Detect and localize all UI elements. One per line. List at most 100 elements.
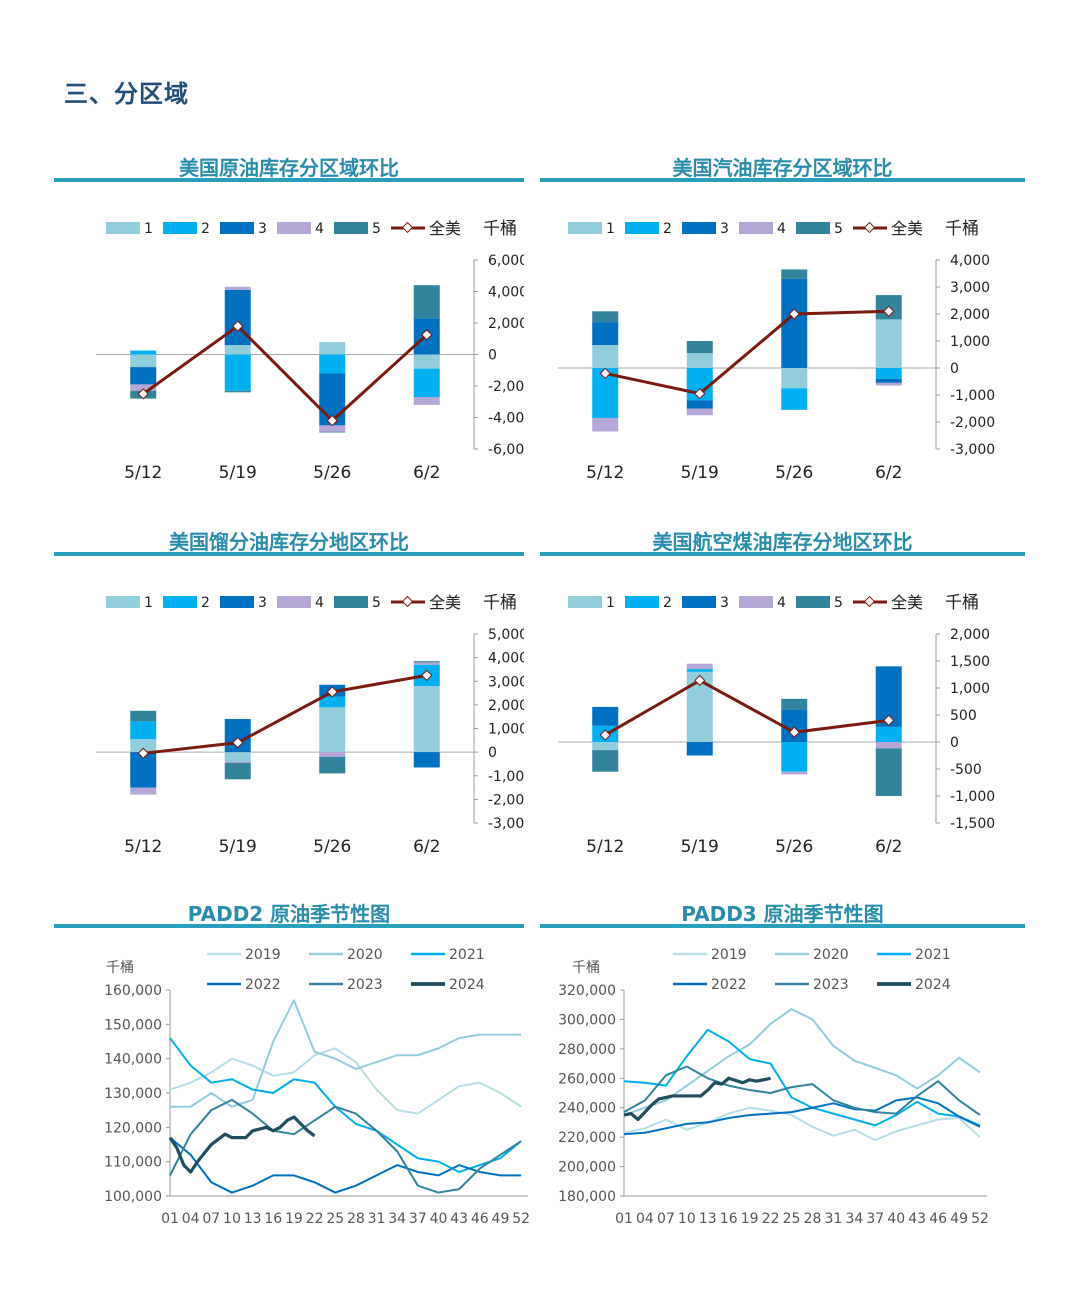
x-tick-label: 5/26: [775, 837, 813, 857]
legend-label: 3: [720, 595, 729, 611]
legend-label: 4: [315, 221, 324, 237]
legend-label: 2023: [813, 977, 849, 993]
legend-swatch: [625, 222, 659, 234]
x-tick-label: 5/12: [586, 837, 624, 857]
series-line-2023: [623, 1065, 981, 1116]
legend-label: 全美: [429, 219, 461, 238]
legend-label: 2022: [245, 977, 281, 993]
x-tick-label: 5/19: [681, 463, 719, 483]
x-tick-label: 5/12: [586, 463, 624, 483]
x-tick-label: 19: [741, 1211, 759, 1227]
bar-segment: [686, 341, 713, 354]
bar-segment: [413, 662, 440, 665]
bar-segment: [592, 750, 619, 772]
section-title: 三、分区域: [64, 80, 189, 108]
chart-title: 美国馏分油库存分地区环比: [169, 530, 409, 554]
x-tick-label: 16: [720, 1211, 738, 1227]
legend-label: 2020: [813, 947, 849, 963]
y-tick-label: 160,000: [104, 983, 162, 999]
total-point: [232, 737, 244, 749]
y-tick-label: 180,000: [558, 1189, 616, 1205]
x-tick-label: 6/2: [413, 837, 440, 857]
legend-label: 2: [663, 221, 672, 237]
unit-label: 千桶: [572, 960, 600, 976]
y-tick-label: 4,000: [488, 651, 524, 667]
bar-segment: [686, 742, 713, 756]
bar-segment: [130, 721, 157, 740]
legend-marker: [863, 221, 876, 234]
series-line-2022: [623, 1096, 981, 1136]
x-tick-label: 31: [368, 1211, 386, 1227]
legend-label: 1: [606, 595, 615, 611]
unit-label: 千桶: [106, 960, 134, 976]
legend-swatch: [568, 222, 602, 234]
total-point: [599, 367, 611, 380]
y-tick-label: 260,000: [558, 1071, 616, 1087]
panel-crude: 美国原油库存分区域环比 1 2 3 4 5 全美 千桶 6,000 4,000 2,000 0 -2,…: [54, 140, 524, 500]
bar-segment: [875, 748, 902, 796]
series-line-2021: [169, 1037, 522, 1173]
x-tick-label: 5/19: [219, 837, 257, 857]
x-tick-label: 6/2: [413, 463, 440, 483]
series-line-2022: [169, 1136, 522, 1194]
bar-segment: [319, 341, 346, 355]
y-tick-label: 220,000: [558, 1130, 616, 1146]
x-tick-label: 43: [908, 1211, 926, 1227]
total-point: [421, 669, 433, 682]
legend-label: 5: [372, 221, 381, 237]
y-tick-label: 150,000: [104, 1017, 162, 1033]
legend-label: 2: [201, 221, 210, 237]
bar-segment: [686, 353, 713, 368]
legend-swatch: [220, 222, 254, 234]
bar-segment: [413, 285, 440, 319]
total-line: [604, 309, 889, 396]
bar-segment: [130, 787, 157, 795]
bar-segment: [319, 354, 346, 374]
series-line-2024: [623, 1076, 771, 1122]
y-tick-label: 140,000: [104, 1052, 162, 1068]
y-tick-label: -2,000: [950, 415, 995, 431]
legend-swatch: [106, 222, 140, 234]
legend-swatch: [163, 596, 197, 608]
legend-label: 2024: [915, 977, 951, 993]
legend-label: 2023: [347, 977, 383, 993]
series-line-2020: [170, 999, 522, 1108]
x-tick-label: 16: [264, 1211, 282, 1227]
bar-segment: [781, 388, 808, 410]
total-point: [883, 305, 895, 317]
legend-label: 3: [258, 221, 267, 237]
x-tick-label: 40: [887, 1211, 905, 1227]
bar-segment: [686, 669, 713, 672]
x-tick-label: 43: [450, 1211, 468, 1227]
title-rule: [54, 552, 524, 556]
bar-segment: [224, 390, 251, 393]
total-point: [788, 308, 800, 320]
legend-label: 2021: [915, 947, 951, 963]
legend-swatch: [796, 596, 830, 608]
bar-segment: [781, 269, 808, 279]
x-tick-label: 5/12: [124, 837, 162, 857]
x-tick-label: 22: [306, 1211, 324, 1227]
bar-segment: [875, 742, 902, 749]
x-tick-label: 13: [244, 1211, 262, 1227]
title-rule: [540, 178, 1025, 182]
x-tick-label: 34: [388, 1211, 406, 1227]
panel-jetfuel: 美国航空煤油库存分地区环比 1 2 3 4 5 全美 千桶 2,000 1,500 1,000 50…: [540, 514, 1025, 874]
series-line-2019: [623, 1106, 981, 1142]
chart-title: 美国原油库存分区域环比: [179, 156, 399, 180]
y-tick-label: 3,000: [950, 280, 990, 296]
y-tick-label: 320,000: [558, 983, 616, 999]
bar-segment: [130, 384, 157, 391]
total-point: [421, 329, 433, 341]
x-tick-label: 52: [512, 1211, 530, 1227]
bar-segment: [319, 431, 346, 433]
y-tick-label: 0: [488, 745, 497, 761]
y-tick-label: 1,000: [950, 334, 990, 350]
title-rule: [54, 924, 524, 928]
panel-distillate: 美国馏分油库存分地区环比 1 2 3 4 5 全美 千桶 5,000 4,000 3,000 2,0…: [54, 514, 524, 874]
legend-swatch: [277, 596, 311, 608]
x-tick-label: 49: [950, 1211, 968, 1227]
x-tick-label: 28: [347, 1211, 365, 1227]
y-tick-label: -3,000: [488, 816, 524, 832]
total-point: [788, 726, 800, 738]
